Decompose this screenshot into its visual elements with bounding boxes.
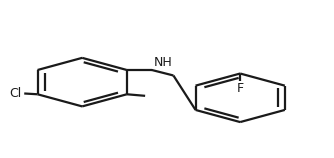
Text: NH: NH xyxy=(153,56,172,69)
Text: F: F xyxy=(236,82,244,95)
Text: Cl: Cl xyxy=(9,87,22,100)
